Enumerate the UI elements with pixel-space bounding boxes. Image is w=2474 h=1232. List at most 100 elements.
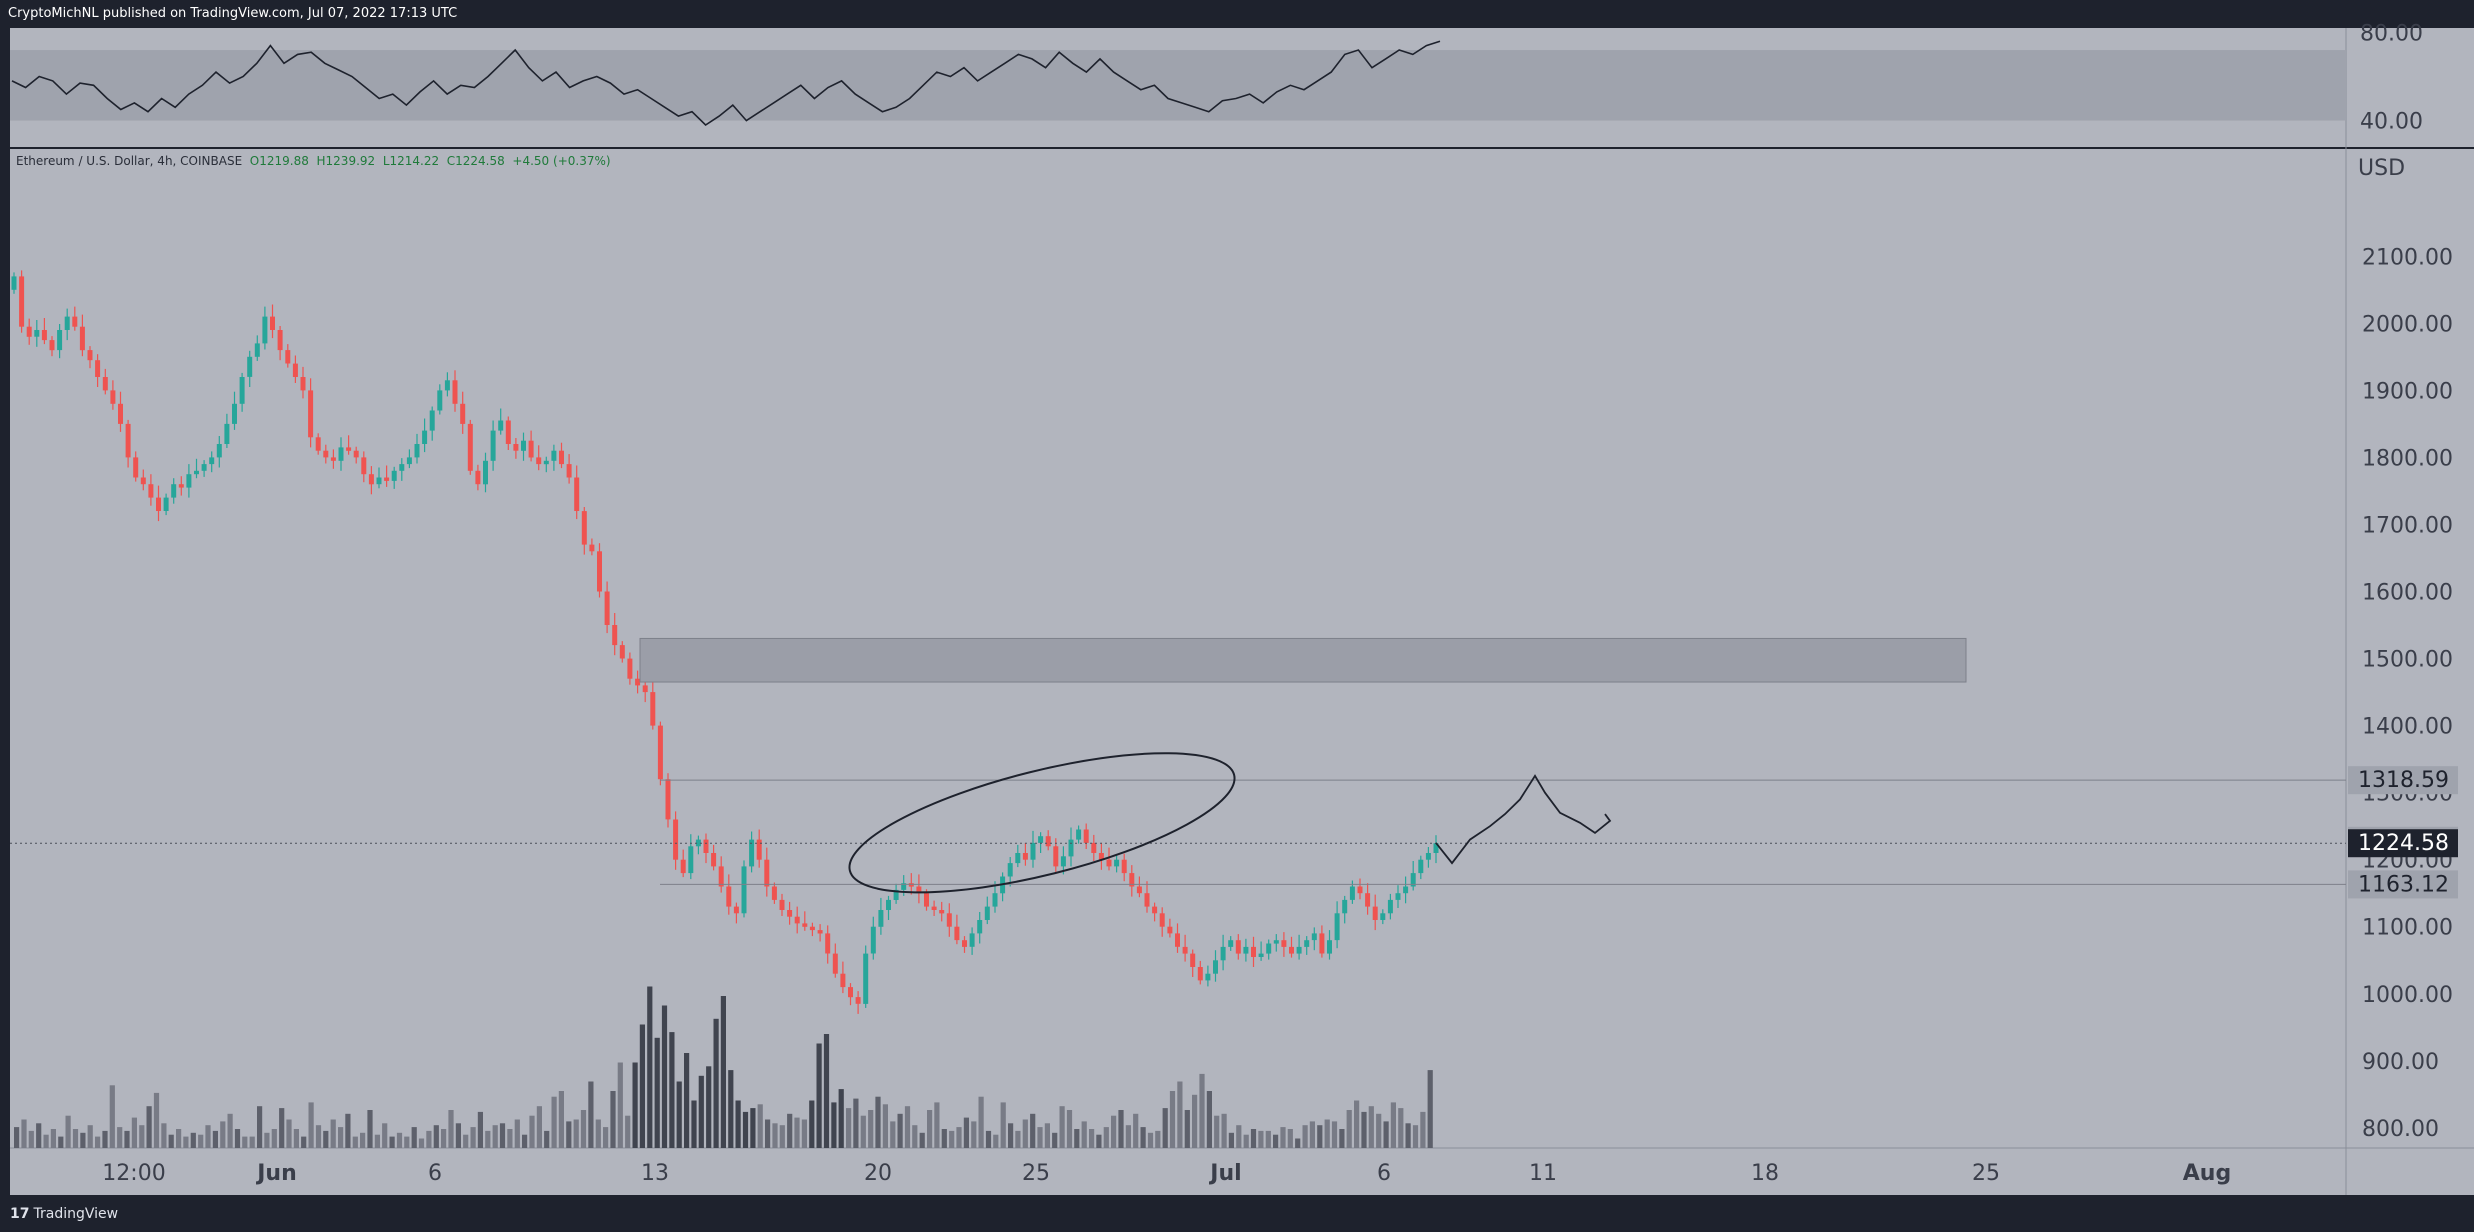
volume-bar — [477, 1111, 483, 1148]
time-tick-label: Jul — [1208, 1161, 1241, 1186]
candle — [505, 420, 511, 444]
volume-bar — [374, 1134, 380, 1148]
volume-bar — [779, 1125, 785, 1148]
volume-bar — [595, 1119, 601, 1148]
candle — [817, 930, 823, 934]
candle — [1228, 940, 1234, 947]
tradingview-logo-icon: 17 — [10, 1206, 30, 1222]
volume-bar — [1368, 1106, 1374, 1148]
time-tick-label: 6 — [1377, 1161, 1391, 1186]
volume-bar — [507, 1129, 513, 1148]
volume-bar — [183, 1136, 189, 1148]
candle — [559, 450, 564, 465]
candle — [962, 940, 967, 947]
volume-bar — [1324, 1119, 1330, 1148]
candle — [733, 906, 739, 914]
oscillator-band — [10, 50, 2346, 121]
candle — [41, 330, 47, 341]
candle — [292, 363, 298, 377]
projection-path — [1435, 774, 1612, 865]
candle — [521, 440, 526, 451]
candle — [924, 893, 929, 907]
volume-bar — [772, 1123, 778, 1148]
high-value: H1239.92 — [316, 154, 376, 168]
price-tick-label: 800.00 — [2362, 1117, 2439, 1142]
price-tick-label: 900.00 — [2362, 1050, 2439, 1075]
volume-bar — [1162, 1108, 1168, 1148]
volume-bar — [271, 1129, 277, 1148]
candle — [1114, 859, 1120, 867]
candle — [475, 470, 481, 485]
footer-bar: 17 TradingView — [0, 1196, 2474, 1232]
candle — [95, 360, 101, 377]
candle — [1319, 933, 1325, 954]
volume-bar — [735, 1100, 741, 1148]
candle — [1144, 893, 1150, 907]
volume-bar — [1030, 1113, 1036, 1148]
symbol-legend: Ethereum / U.S. Dollar, 4h, COINBASE O12… — [16, 154, 611, 168]
candle — [1030, 842, 1036, 860]
candle — [209, 457, 215, 465]
volume-bar — [102, 1130, 108, 1148]
price-tick-label: 1700.00 — [2362, 513, 2453, 538]
candle — [1235, 940, 1241, 954]
volume-bar — [985, 1130, 992, 1148]
volume-bar — [315, 1125, 322, 1148]
volume-bar — [323, 1130, 329, 1148]
candle — [513, 444, 519, 451]
candle — [125, 423, 131, 458]
candle — [1258, 953, 1264, 957]
volume-bar — [1339, 1129, 1345, 1148]
volume-bar — [927, 1110, 933, 1148]
candle — [1281, 940, 1287, 947]
volume-bar — [28, 1130, 34, 1148]
volume-bar — [1074, 1129, 1080, 1148]
candle — [870, 926, 876, 954]
candle — [764, 859, 770, 887]
candle — [749, 839, 755, 867]
volume-bar — [1317, 1125, 1323, 1148]
candle — [1129, 873, 1135, 887]
volume-bar — [1420, 1111, 1426, 1148]
tradingview-logo[interactable]: 17 TradingView — [10, 1206, 118, 1222]
change-value: +4.50 (+0.37%) — [512, 154, 611, 168]
volume-bar — [492, 1125, 498, 1148]
volume-bar — [617, 1062, 623, 1148]
candle — [581, 511, 587, 545]
volume-bar — [1250, 1129, 1257, 1148]
candle — [665, 779, 671, 820]
candle — [627, 658, 633, 679]
volume-bar — [234, 1129, 241, 1148]
volume-bar — [956, 1127, 962, 1148]
volume-bar — [647, 986, 653, 1148]
volume-bar — [838, 1089, 844, 1148]
candle — [711, 853, 717, 867]
candle — [650, 692, 656, 726]
time-tick-label: 6 — [428, 1161, 442, 1186]
candle — [878, 910, 884, 927]
volume-bar — [1096, 1134, 1102, 1148]
candle — [1418, 859, 1424, 874]
volume-bar — [1044, 1123, 1050, 1148]
price-tick-label: 1000.00 — [2362, 983, 2453, 1008]
volume-bar — [426, 1130, 432, 1148]
candle — [1251, 946, 1256, 957]
candle — [239, 377, 245, 404]
candle — [437, 390, 443, 411]
price-label-box — [2348, 766, 2458, 795]
candle — [308, 390, 314, 438]
candle — [1167, 926, 1173, 934]
candle — [118, 403, 123, 424]
volume-bar — [1346, 1110, 1352, 1148]
candle — [528, 440, 534, 458]
volume-bar — [1361, 1111, 1367, 1148]
volume-bar — [1405, 1123, 1411, 1148]
volume-bar — [846, 1108, 852, 1148]
candle — [969, 933, 975, 947]
candle — [315, 437, 321, 451]
volume-bar — [72, 1129, 79, 1148]
candle — [612, 625, 618, 646]
candle — [247, 356, 253, 377]
volume-bar — [566, 1121, 572, 1148]
